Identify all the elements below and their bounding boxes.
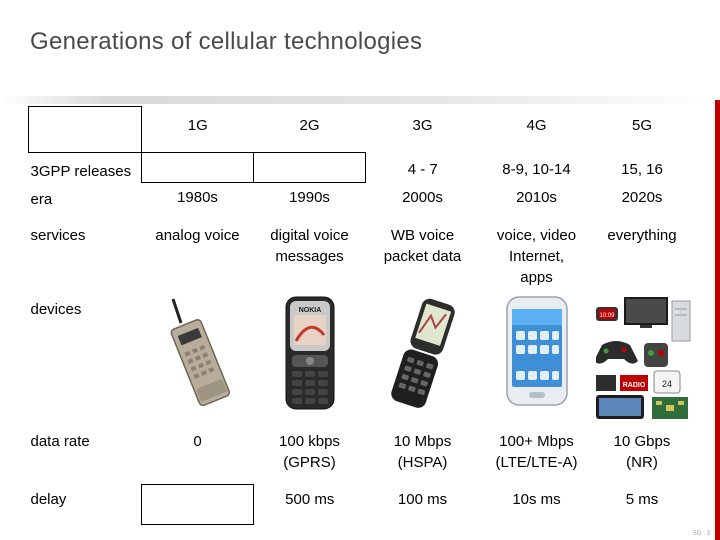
delay-3g: 100 ms: [397, 490, 448, 508]
services-1g: analog voice: [142, 223, 254, 295]
services-5g-line: everything: [607, 226, 677, 244]
releases-1g: [141, 152, 254, 183]
services-2g-line: digital voice: [270, 226, 349, 244]
data-rate-row: data rate 0 100 kbps (GPRS) 10 Mbps (HSP…: [29, 425, 691, 485]
header-row: 1G 2G 3G 4G 5G: [28, 106, 691, 153]
releases-row: 3GPP releases 4 - 7 8-9, 10-14 15, 16: [29, 152, 691, 183]
era-4g: 2010s: [516, 188, 557, 206]
data-rate-3g-line: (HSPA): [397, 453, 448, 471]
header-2g: 2G: [299, 116, 320, 134]
services-row: services analog voice digital voice mess…: [29, 223, 691, 295]
flip-phone-icon: [390, 298, 455, 408]
accent-bar: [715, 100, 720, 540]
era-1g: 1980s: [177, 189, 218, 206]
data-rate-4g-line: 100+ Mbps: [499, 432, 574, 450]
services-3g: WB voice packet data: [366, 223, 480, 295]
device-2g: NOKIA: [254, 295, 366, 425]
data-rate-1g-line: 0: [193, 432, 202, 450]
delay-2g: 500 ms: [285, 490, 335, 508]
smartphone-icon: [505, 295, 568, 406]
data-rate-2g-line: (GPRS): [283, 453, 336, 471]
releases-4g: 8-9, 10-14: [502, 160, 571, 178]
services-4g-line: apps: [520, 268, 553, 286]
data-rate-5g-line: 10 Gbps: [613, 432, 671, 450]
delay-row: delay 500 ms 100 ms 10s ms 5 ms: [29, 484, 691, 525]
iot-devices-icon: 10:09 RADIO 24: [595, 296, 690, 419]
era-2g: 1990s: [289, 189, 330, 206]
data-rate-3g: 10 Mbps (HSPA): [366, 425, 480, 485]
device-4g: [480, 295, 594, 425]
feature-phone-icon: NOKIA: [285, 296, 334, 409]
devices-row: devices: [29, 295, 691, 425]
era-label: era: [30, 190, 53, 208]
services-4g-line: voice, video: [496, 226, 577, 244]
releases-5g: 15, 16: [621, 160, 663, 178]
radio-label-text: RADIO: [622, 382, 645, 389]
header-4g: 4G: [526, 116, 547, 134]
header-3g: 3G: [412, 116, 433, 134]
device-5g: 10:09 RADIO 24: [594, 295, 691, 425]
devices-label: devices: [30, 300, 82, 318]
slide-title: Generations of cellular technologies: [30, 28, 423, 55]
data-rate-2g-line: 100 kbps: [279, 432, 340, 450]
svg-text:10:09: 10:09: [599, 313, 615, 319]
services-5g: everything: [594, 223, 691, 295]
slide-footer: 5G · 3: [693, 531, 710, 537]
delay-5g: 5 ms: [625, 490, 659, 508]
header-5g: 5G: [631, 116, 652, 134]
header-blank-cell: [28, 106, 142, 153]
data-rate-label: data rate: [30, 432, 90, 450]
era-row: era 1980s 1990s 2000s 2010s 2020s: [29, 183, 691, 223]
nokia-brand-text: NOKIA: [298, 307, 321, 314]
services-label: services: [30, 226, 86, 244]
data-rate-5g: 10 Gbps (NR): [594, 425, 691, 485]
data-rate-2g: 100 kbps (GPRS): [254, 425, 366, 485]
services-4g: voice, video Internet, apps: [480, 223, 594, 295]
header-1g: 1G: [187, 116, 208, 134]
releases-3g: 4 - 7: [407, 160, 438, 178]
data-rate-3g-line: 10 Mbps: [393, 432, 452, 450]
services-1g-line: analog voice: [155, 226, 240, 244]
era-5g: 2020s: [621, 188, 663, 206]
services-4g-line: Internet,: [508, 247, 565, 265]
title-divider: [0, 96, 720, 104]
data-rate-1g: 0: [142, 425, 254, 485]
era-3g: 2000s: [402, 188, 443, 206]
delay-1g: [141, 484, 254, 525]
services-3g-line: WB voice: [390, 226, 455, 244]
device-1g: [142, 295, 254, 425]
thermostat-value-text: 24: [661, 379, 671, 389]
services-2g: digital voice messages: [254, 223, 366, 295]
data-rate-4g: 100+ Mbps (LTE/LTE-A): [480, 425, 594, 485]
releases-2g: [253, 152, 366, 183]
releases-label: 3GPP releases: [30, 163, 132, 180]
generations-table: 1G 2G 3G 4G 5G 3GPP releases 4 - 7 8-9, …: [28, 106, 691, 525]
delay-label: delay: [30, 490, 67, 508]
data-rate-5g-line: (NR): [626, 453, 658, 471]
device-3g: [366, 295, 480, 425]
data-rate-4g-line: (LTE/LTE-A): [495, 453, 578, 471]
services-2g-line: messages: [275, 247, 344, 265]
brick-phone-icon: [170, 298, 230, 406]
services-3g-line: packet data: [383, 247, 462, 265]
delay-4g: 10s ms: [512, 490, 561, 508]
